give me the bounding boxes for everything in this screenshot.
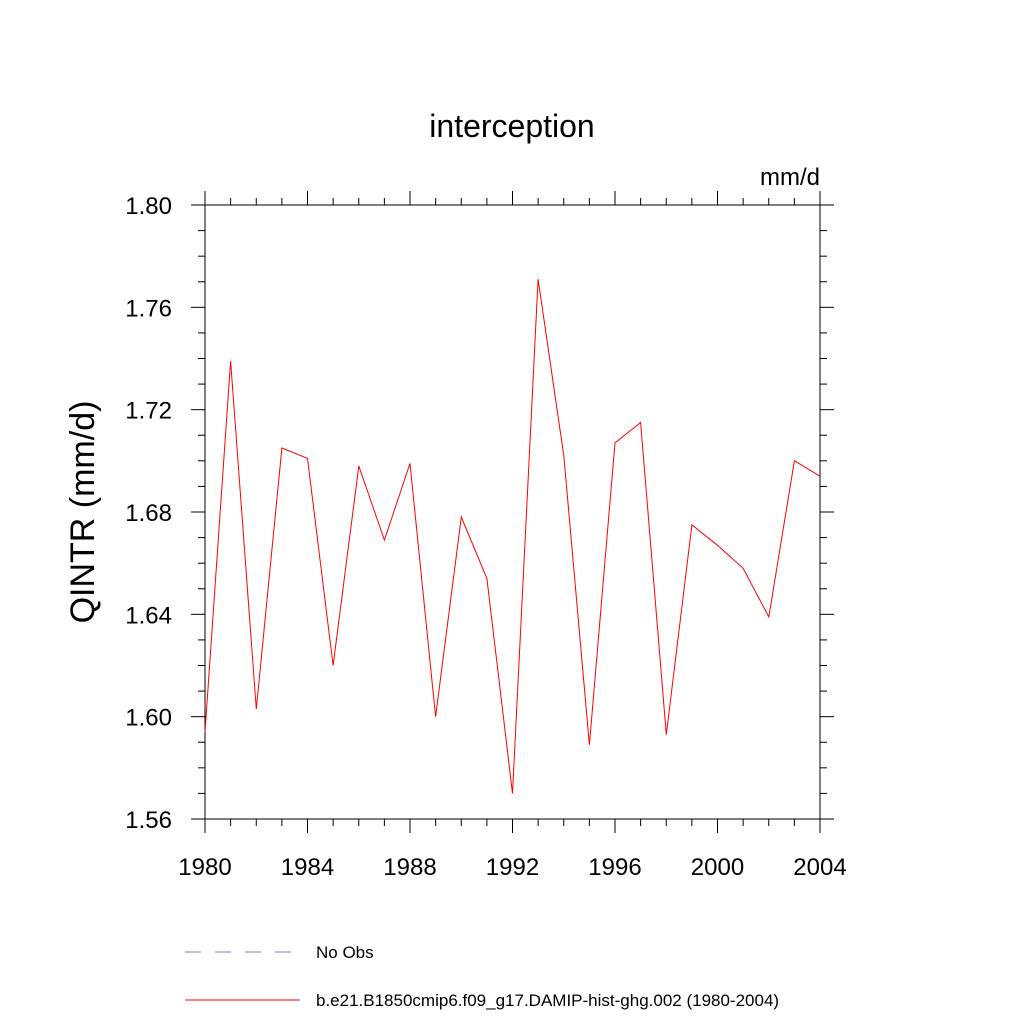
legend-label: No Obs (316, 943, 374, 962)
chart-title: interception (429, 108, 594, 144)
y-tick-label: 1.68 (125, 500, 172, 527)
y-axis-label: QINTR (mm/d) (64, 401, 102, 624)
x-tick-label: 1980 (178, 854, 231, 881)
axes-frame (204, 204, 821, 820)
y-tick-label: 1.64 (125, 602, 172, 629)
y-tick-label: 1.56 (125, 807, 172, 834)
y-tick-label: 1.76 (125, 295, 172, 322)
legend: No Obs b.e21.B1850cmip6.f09_g17.DAMIP-his… (185, 943, 779, 1010)
series-layer (204, 279, 821, 794)
series-line (204, 279, 821, 794)
plot-frame (204, 204, 821, 820)
legend-label: b.e21.B1850cmip6.f09_g17.DAMIP-hist-ghg.… (316, 991, 779, 1010)
axis-ticks: 1980 1984 1988 1992 1996 2000 2004 1.56 1.60 1.64… (125, 191, 847, 881)
x-tick-label: 1984 (281, 854, 334, 881)
units-label: mm/d (760, 164, 820, 191)
y-tick-label: 1.80 (125, 193, 172, 220)
x-tick-label: 1996 (588, 854, 641, 881)
y-tick-label: 1.72 (125, 398, 172, 425)
x-tick-label: 1988 (383, 854, 436, 881)
x-tick-label: 2000 (691, 854, 744, 881)
x-tick-label: 1992 (486, 854, 539, 881)
x-tick-label: 2004 (793, 854, 846, 881)
y-tick-label: 1.60 (125, 705, 172, 732)
